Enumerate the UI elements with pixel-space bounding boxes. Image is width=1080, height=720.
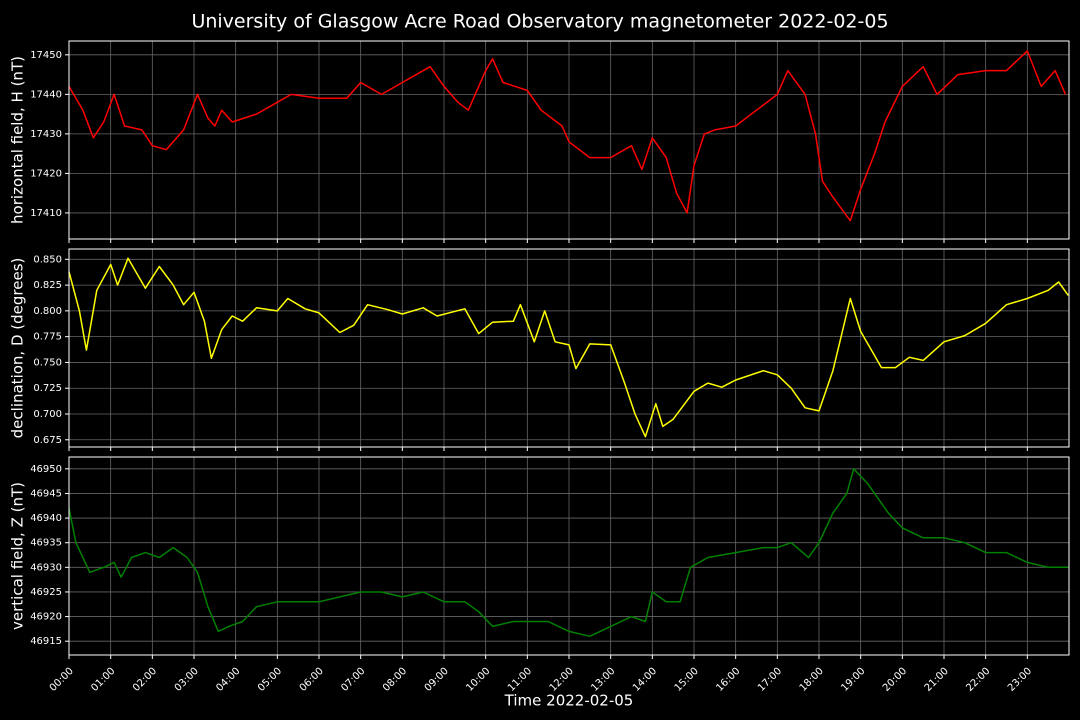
y-tick-label: 46950	[30, 464, 62, 475]
y-tick-label: 46925	[30, 587, 62, 598]
y-axis-label: horizontal field, H (nT)	[9, 56, 27, 224]
y-tick-label: 0.700	[33, 409, 62, 420]
y-tick-label: 0.800	[33, 306, 62, 317]
y-axis-label: declination, D (degrees)	[9, 258, 27, 439]
y-tick-label: 0.675	[33, 435, 62, 446]
y-tick-label: 17440	[30, 89, 62, 100]
axes-frame	[68, 456, 1070, 656]
y-tick-label: 17420	[30, 168, 62, 179]
y-tick-label: 0.775	[33, 332, 62, 343]
y-tick-label: 46940	[30, 513, 62, 524]
y-tick-label: 17410	[30, 208, 62, 219]
y-tick-label: 46935	[30, 538, 62, 549]
axes-frame	[68, 248, 1070, 448]
y-tick-label: 17430	[30, 129, 62, 140]
y-tick-label: 0.750	[33, 357, 62, 368]
y-tick-label: 0.850	[33, 254, 62, 265]
axes-frame	[68, 40, 1070, 240]
data-line	[68, 257, 1069, 438]
y-tick-label: 0.825	[33, 280, 62, 291]
y-tick-label: 0.725	[33, 383, 62, 394]
x-axis-label: Time 2022-02-05	[504, 692, 634, 710]
y-tick-label: 46945	[30, 488, 62, 499]
y-tick-label: 46920	[30, 612, 62, 623]
y-axis-label: vertical field, Z (nT)	[9, 482, 27, 630]
y-tick-label: 46930	[30, 562, 62, 573]
data-line	[68, 468, 1069, 638]
figure-title: University of Glasgow Acre Road Observat…	[191, 11, 888, 33]
y-tick-label: 46915	[30, 636, 62, 647]
y-tick-label: 17450	[30, 50, 62, 61]
data-line	[68, 50, 1067, 222]
